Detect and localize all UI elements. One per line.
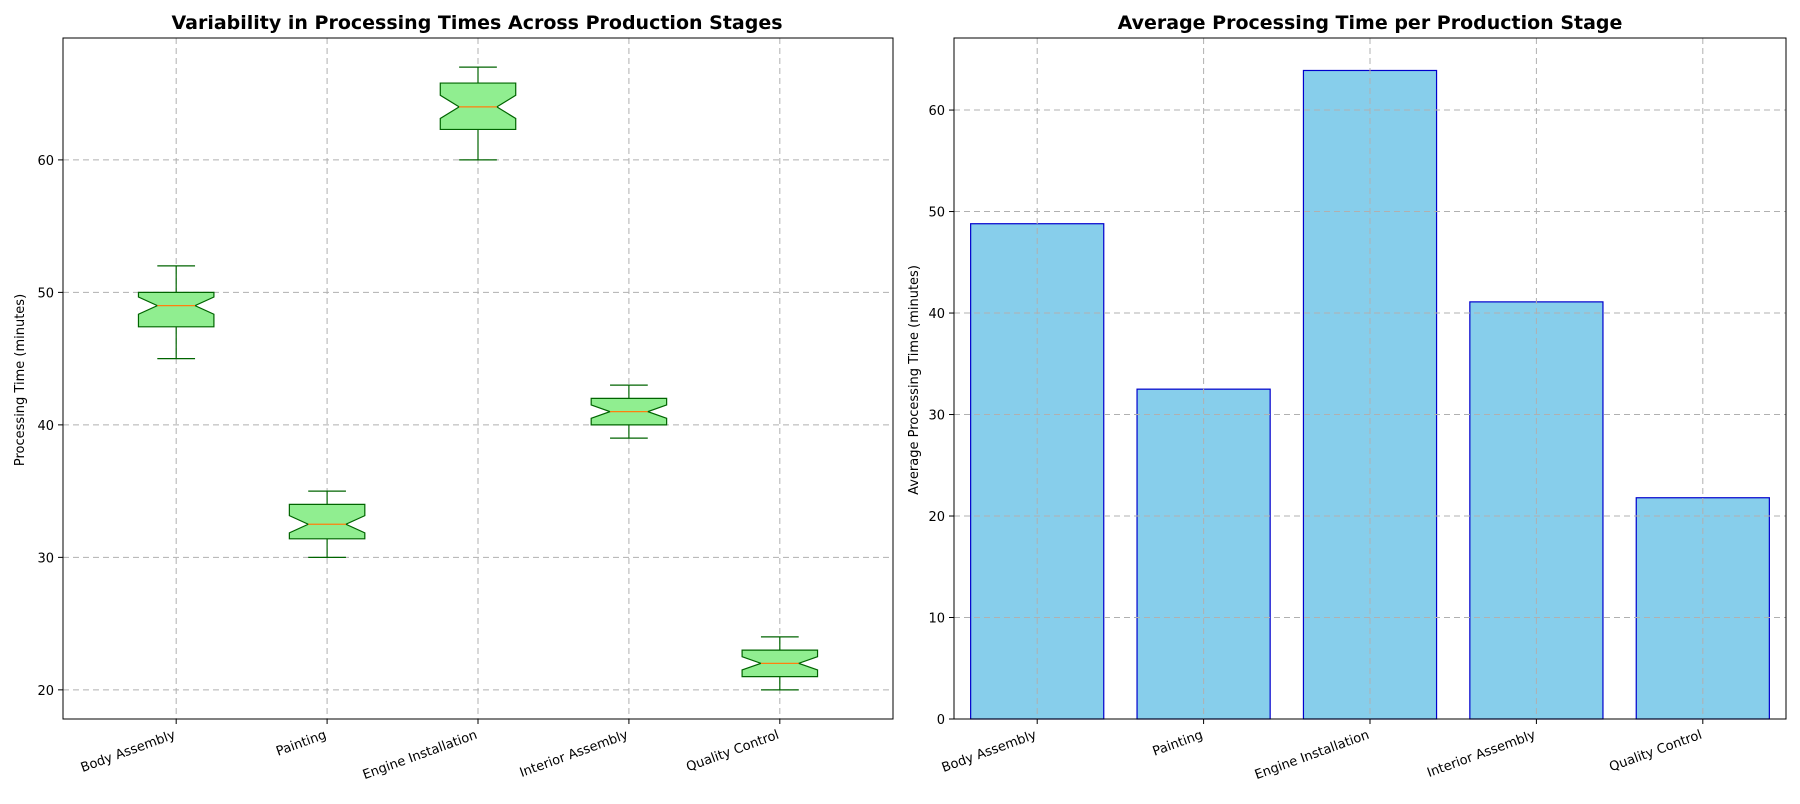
boxplot-ytick-label: 20 (37, 684, 54, 699)
barchart-title: Average Processing Time per Production S… (1118, 12, 1623, 34)
boxplot-ytick-label: 50 (37, 286, 54, 301)
boxplot-grid (63, 38, 893, 719)
barchart-ytick-label: 30 (928, 409, 945, 424)
barchart-xtick-label: Body Assembly (940, 728, 1039, 776)
barchart-xtick-label: Engine Installation (1253, 728, 1372, 783)
boxplot-xtick-label: Interior Assembly (518, 728, 631, 781)
boxplot-title: Variability in Processing Times Across P… (171, 12, 782, 34)
barchart-yaxis: 0 10 20 30 40 50 60 (928, 104, 954, 728)
barchart-ytick-label: 40 (928, 307, 945, 322)
barchart-ytick-label: 60 (928, 104, 945, 119)
box-painting (288, 503, 366, 540)
boxplot-xtick-label: Painting (274, 728, 328, 760)
barchart-ytick-label: 0 (937, 713, 945, 728)
barchart-ytick-label: 10 (928, 612, 945, 627)
box-body-assembly (137, 291, 215, 328)
barchart-panel: Average Processing Time per Production S… (907, 12, 1787, 783)
boxplot-ytick-label: 60 (37, 154, 54, 169)
boxplot-marks (137, 66, 819, 691)
box-engine-installation (439, 82, 517, 131)
bar-painting (1136, 388, 1271, 720)
boxplot-frame (62, 37, 894, 720)
boxplot-xaxis: Body Assembly Painting Engine Installation… (79, 719, 781, 783)
barchart-frame (953, 37, 1787, 720)
boxplot-xtick-label: Body Assembly (79, 728, 178, 776)
boxplot-panel: Variability in Processing Times Across P… (13, 12, 894, 783)
barchart-ytick-label: 20 (928, 510, 945, 525)
barchart-ytick-label: 50 (928, 206, 945, 221)
boxplot-yaxis: 20 30 40 50 60 (37, 154, 63, 699)
boxplot-xtick-label: Engine Installation (361, 728, 480, 783)
barchart-xtick-label: Quality Control (1607, 728, 1704, 775)
barchart-ylabel: Average Processing Time (minutes) (907, 265, 922, 495)
barchart-xtick-label: Interior Assembly (1425, 728, 1538, 781)
boxplot-ytick-label: 30 (37, 551, 54, 566)
barchart-xaxis: Body Assembly Painting Engine Installation… (940, 719, 1704, 783)
barchart-xtick-label: Painting (1151, 728, 1205, 760)
boxplot-ylabel: Processing Time (minutes) (13, 294, 28, 466)
boxplot-xtick-label: Quality Control (684, 728, 781, 775)
boxplot-ytick-label: 40 (37, 419, 54, 434)
